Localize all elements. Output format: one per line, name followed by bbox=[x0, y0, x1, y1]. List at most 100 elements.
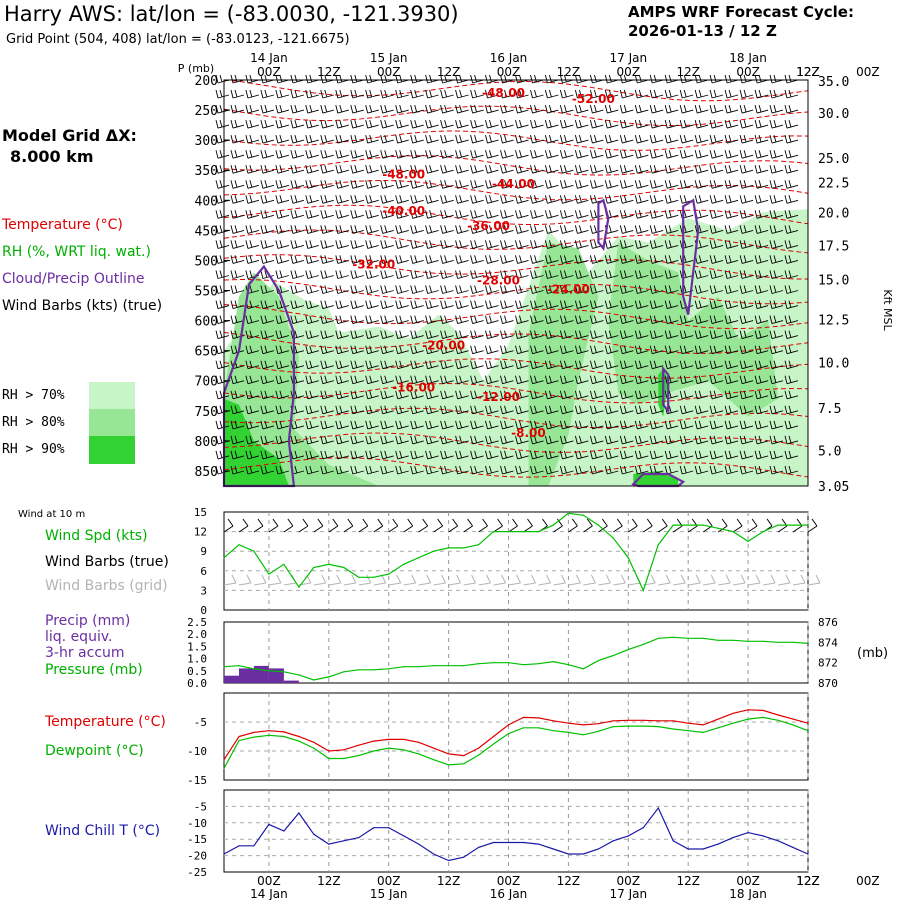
wind-barb bbox=[754, 134, 769, 144]
wind-barb bbox=[485, 180, 499, 189]
temperature-line-point bbox=[433, 747, 435, 749]
wind-speed-line-point bbox=[283, 563, 285, 565]
wind-barb-grid bbox=[673, 574, 686, 586]
dewpoint-line-point bbox=[238, 740, 240, 742]
wind-barb bbox=[619, 420, 634, 430]
wind-barb bbox=[440, 210, 454, 219]
precip-bar bbox=[253, 665, 269, 683]
wind-barb bbox=[470, 435, 484, 445]
wind-barb bbox=[230, 240, 245, 249]
pressure-line-point bbox=[657, 637, 659, 639]
temperature-line-point bbox=[238, 735, 240, 738]
wind-barb bbox=[515, 165, 529, 174]
wind-barb bbox=[664, 89, 679, 99]
wind-barb bbox=[649, 300, 664, 310]
wind-barb bbox=[320, 450, 334, 460]
wind-barb bbox=[410, 270, 424, 279]
wind-barb bbox=[739, 225, 754, 234]
wind-barb bbox=[245, 240, 260, 249]
wind-speed-line-point bbox=[612, 537, 614, 539]
wind-barb bbox=[724, 375, 739, 385]
pressure-line-point bbox=[328, 676, 330, 678]
wind-barb bbox=[754, 104, 769, 114]
wind-barb bbox=[425, 89, 439, 99]
wind-barb bbox=[604, 255, 619, 264]
wind-barb bbox=[619, 119, 634, 129]
dewpoint-line-point bbox=[672, 728, 674, 730]
temperature-panel-frame bbox=[223, 692, 809, 781]
bottom-hour-label: 12Z bbox=[796, 874, 820, 888]
wind-barb bbox=[769, 225, 784, 234]
precip-panel-tick-label: 0.5 bbox=[187, 665, 207, 678]
wind-chill-line-point bbox=[343, 840, 345, 842]
wind-barb bbox=[769, 195, 784, 204]
dewpoint-line-point bbox=[358, 755, 360, 757]
wind-barb bbox=[230, 270, 245, 279]
legend-rh80-label: RH > 80% bbox=[2, 415, 65, 430]
wind-barb bbox=[410, 150, 424, 159]
wind-barb bbox=[784, 89, 799, 99]
wind-barb bbox=[515, 360, 529, 370]
wind-barb bbox=[664, 134, 679, 144]
wind-barb bbox=[515, 375, 529, 385]
wind-barb bbox=[455, 225, 469, 234]
dewpoint-line-point bbox=[537, 727, 540, 729]
wind-barb bbox=[365, 360, 379, 370]
wind-chill-line-point bbox=[702, 848, 704, 850]
temperature-line-point bbox=[298, 735, 300, 738]
wind-barb bbox=[694, 390, 709, 400]
temperature-line-point bbox=[448, 753, 450, 755]
wind-barb bbox=[664, 210, 679, 219]
temperature-line-point bbox=[283, 731, 285, 733]
wind-barb bbox=[275, 195, 290, 204]
wind-barb bbox=[679, 165, 694, 174]
wind-speed-line-point bbox=[672, 524, 674, 526]
wind-barb bbox=[559, 210, 574, 219]
wind-barb bbox=[649, 375, 664, 385]
wind-barb-true bbox=[732, 518, 743, 533]
wind-barb bbox=[245, 450, 260, 460]
wind-barb bbox=[290, 195, 305, 204]
wind-barb bbox=[589, 150, 604, 159]
pressure-tick-label: 800 bbox=[195, 435, 218, 450]
wind-barb bbox=[530, 210, 544, 219]
wind-barb bbox=[664, 195, 679, 204]
wind-barb bbox=[619, 330, 634, 340]
wind-barb bbox=[649, 225, 664, 234]
wind-barb bbox=[544, 180, 559, 189]
wind-barb bbox=[335, 450, 349, 460]
dewpoint-line-point bbox=[717, 727, 719, 729]
wind-barb bbox=[410, 300, 424, 310]
wind-barb bbox=[784, 285, 799, 294]
wind-barb bbox=[320, 420, 334, 430]
wind-barb bbox=[260, 89, 275, 99]
wind-barb bbox=[365, 180, 379, 189]
temperature-line-point bbox=[358, 744, 360, 746]
wind-barb bbox=[500, 300, 514, 310]
wind-barb bbox=[530, 360, 544, 370]
wind-barb bbox=[634, 390, 649, 400]
wind-barb bbox=[544, 420, 559, 430]
wind-barb bbox=[320, 165, 334, 174]
cloud-outline-1 bbox=[597, 198, 610, 251]
wind-barb-true bbox=[553, 518, 563, 533]
legend-cloud: Cloud/Precip Outline bbox=[2, 271, 145, 287]
wind-barb bbox=[530, 165, 544, 174]
wind-barb bbox=[380, 420, 394, 430]
temperature-contour bbox=[223, 130, 809, 151]
wind-barb-grid bbox=[598, 574, 611, 586]
wind-barb bbox=[589, 104, 604, 114]
wind-barb bbox=[709, 375, 724, 385]
wind-barb bbox=[335, 345, 349, 355]
wind-barb bbox=[515, 89, 529, 99]
wind-barb bbox=[619, 89, 634, 99]
wind-barb bbox=[380, 225, 394, 234]
wind-barb bbox=[679, 180, 694, 189]
wind-barb bbox=[395, 450, 409, 460]
temperature-line-point bbox=[627, 719, 629, 721]
wind-barb bbox=[380, 285, 394, 294]
wind-barb bbox=[515, 330, 529, 340]
wind-barb bbox=[544, 255, 559, 264]
wind-barb bbox=[395, 300, 409, 310]
pressure-line-point bbox=[642, 643, 644, 646]
